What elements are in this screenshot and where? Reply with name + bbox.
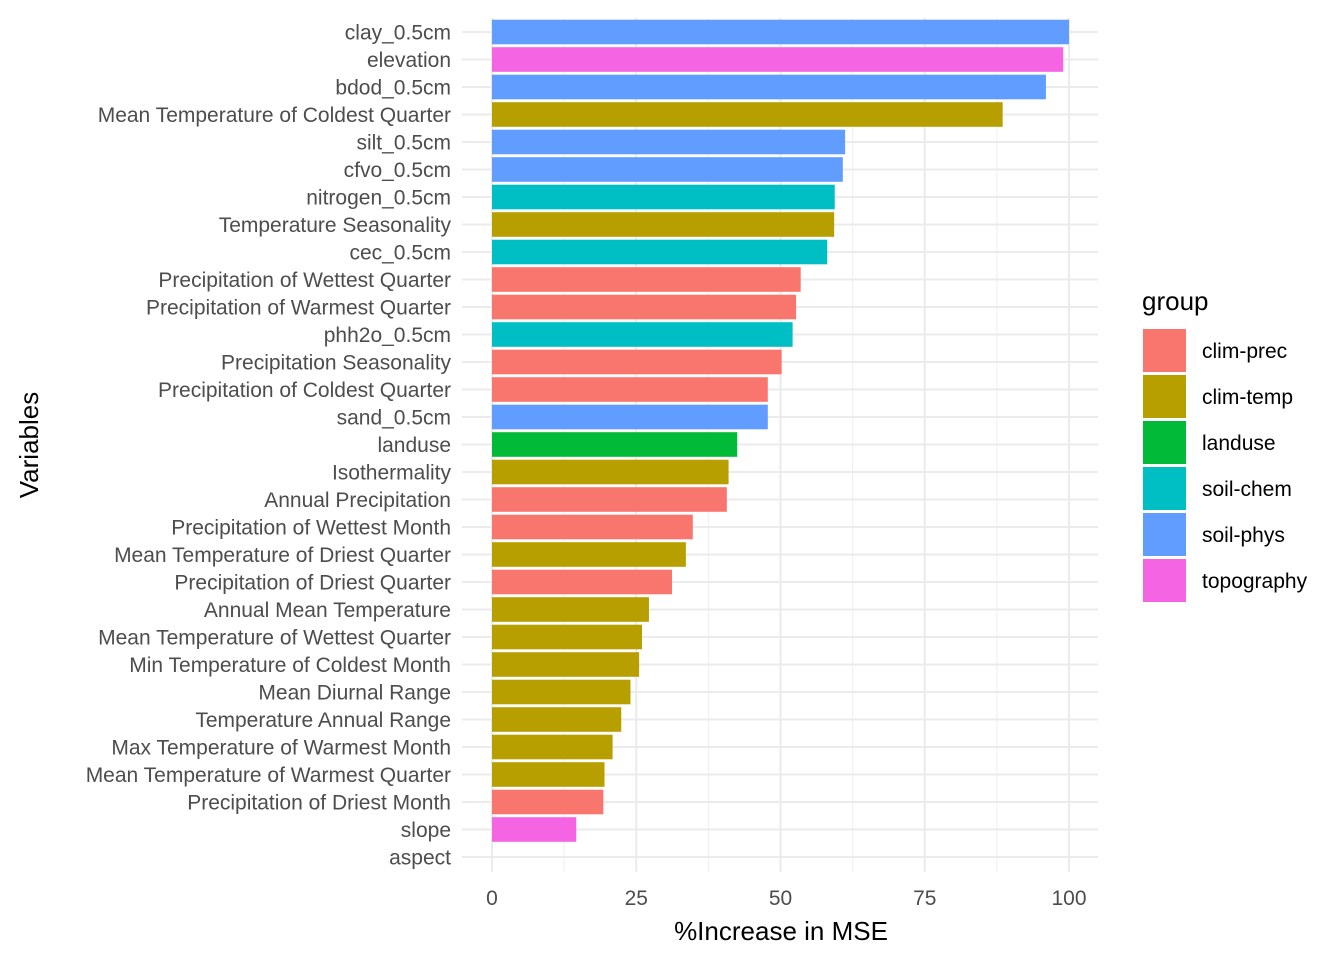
legend: group clim-prec clim-temp landuse soil-chem… [1142, 286, 1308, 602]
category-label: Temperature Annual Range [195, 709, 451, 732]
category-label: landuse [377, 434, 451, 457]
bar [492, 734, 613, 760]
bar [492, 514, 693, 540]
category-label: silt_0.5cm [356, 132, 451, 155]
legend-swatch [1143, 559, 1186, 602]
bar [492, 679, 631, 705]
bar [492, 459, 729, 485]
x-axis-tick-labels: 0 25 50 75 100 [486, 887, 1086, 910]
bar [492, 762, 605, 787]
category-label: Precipitation of Wettest Month [171, 517, 451, 540]
category-label: cfvo_0.5cm [344, 159, 451, 182]
x-tick-label: 25 [625, 887, 648, 910]
category-label: Precipitation of Driest Month [187, 792, 451, 815]
bar [492, 74, 1046, 100]
bar [492, 322, 793, 347]
category-label: Min Temperature of Coldest Month [129, 654, 451, 677]
x-tick-label: 100 [1051, 887, 1086, 910]
bar [492, 294, 797, 320]
category-label: Precipitation of Warmest Quarter [146, 297, 451, 320]
category-label: Precipitation of Coldest Quarter [158, 379, 451, 402]
x-tick-label: 75 [913, 887, 936, 910]
bar [492, 432, 738, 457]
category-label: Mean Temperature of Wettest Quarter [98, 627, 451, 650]
legend-label: clim-prec [1202, 340, 1287, 363]
bar [492, 102, 1003, 127]
category-label: aspect [389, 847, 451, 870]
x-tick-label: 50 [769, 887, 792, 910]
category-label: Mean Diurnal Range [258, 682, 451, 705]
legend-swatch [1143, 467, 1186, 510]
bar [492, 404, 768, 430]
legend-title: group [1142, 286, 1209, 316]
legend-label: clim-temp [1202, 386, 1293, 409]
bar [492, 542, 686, 567]
bar [492, 47, 1064, 72]
bar [492, 377, 768, 402]
y-axis-title: Variables [14, 392, 44, 498]
category-label: Precipitation of Driest Quarter [174, 572, 451, 595]
category-label: Mean Temperature of Coldest Quarter [98, 104, 451, 127]
bar [492, 19, 1069, 45]
bar [492, 624, 643, 650]
category-label: elevation [367, 49, 451, 72]
category-label: clay_0.5cm [345, 22, 451, 45]
bar [492, 569, 673, 595]
y-axis-tick-labels: clay_0.5cm elevation bdod_0.5cm Mean Temper… [86, 22, 452, 870]
bar [492, 212, 835, 237]
category-label: Isothermality [332, 462, 452, 485]
bar [492, 129, 846, 155]
category-label: sand_0.5cm [337, 407, 451, 430]
category-label: Max Temperature of Warmest Month [111, 737, 451, 760]
bar [492, 707, 622, 732]
bar [492, 487, 727, 512]
category-label: Temperature Seasonality [219, 214, 452, 237]
x-tick-label: 0 [486, 887, 498, 910]
bar [492, 349, 782, 375]
bar [492, 267, 801, 292]
bar [492, 789, 604, 815]
legend-entries: clim-prec clim-temp landuse soil-chem soil-p… [1143, 329, 1308, 602]
legend-swatch [1143, 513, 1186, 556]
category-label: Annual Precipitation [264, 489, 451, 512]
legend-label: landuse [1202, 432, 1276, 455]
legend-swatch [1143, 421, 1186, 464]
category-label: Precipitation of Wettest Quarter [158, 269, 451, 292]
bar [492, 597, 649, 622]
legend-swatch [1143, 329, 1186, 372]
category-label: phh2o_0.5cm [324, 324, 451, 347]
bar [492, 652, 640, 677]
legend-label: soil-chem [1202, 478, 1292, 501]
legend-label: topography [1202, 570, 1308, 593]
category-label: Precipitation Seasonality [221, 352, 451, 375]
category-label: slope [401, 819, 451, 842]
category-label: bdod_0.5cm [335, 77, 451, 100]
category-label: Mean Temperature of Warmest Quarter [86, 764, 451, 787]
bar [492, 157, 843, 182]
x-axis-title: %Increase in MSE [674, 916, 888, 946]
legend-label: soil-phys [1202, 524, 1285, 547]
bar [492, 817, 577, 842]
category-label: Annual Mean Temperature [204, 599, 451, 622]
bars [492, 19, 1069, 842]
bar [492, 184, 835, 210]
legend-swatch [1143, 375, 1186, 418]
category-label: cec_0.5cm [349, 242, 451, 265]
category-label: Mean Temperature of Driest Quarter [114, 544, 451, 567]
bar [492, 239, 828, 265]
category-label: nitrogen_0.5cm [306, 187, 451, 210]
